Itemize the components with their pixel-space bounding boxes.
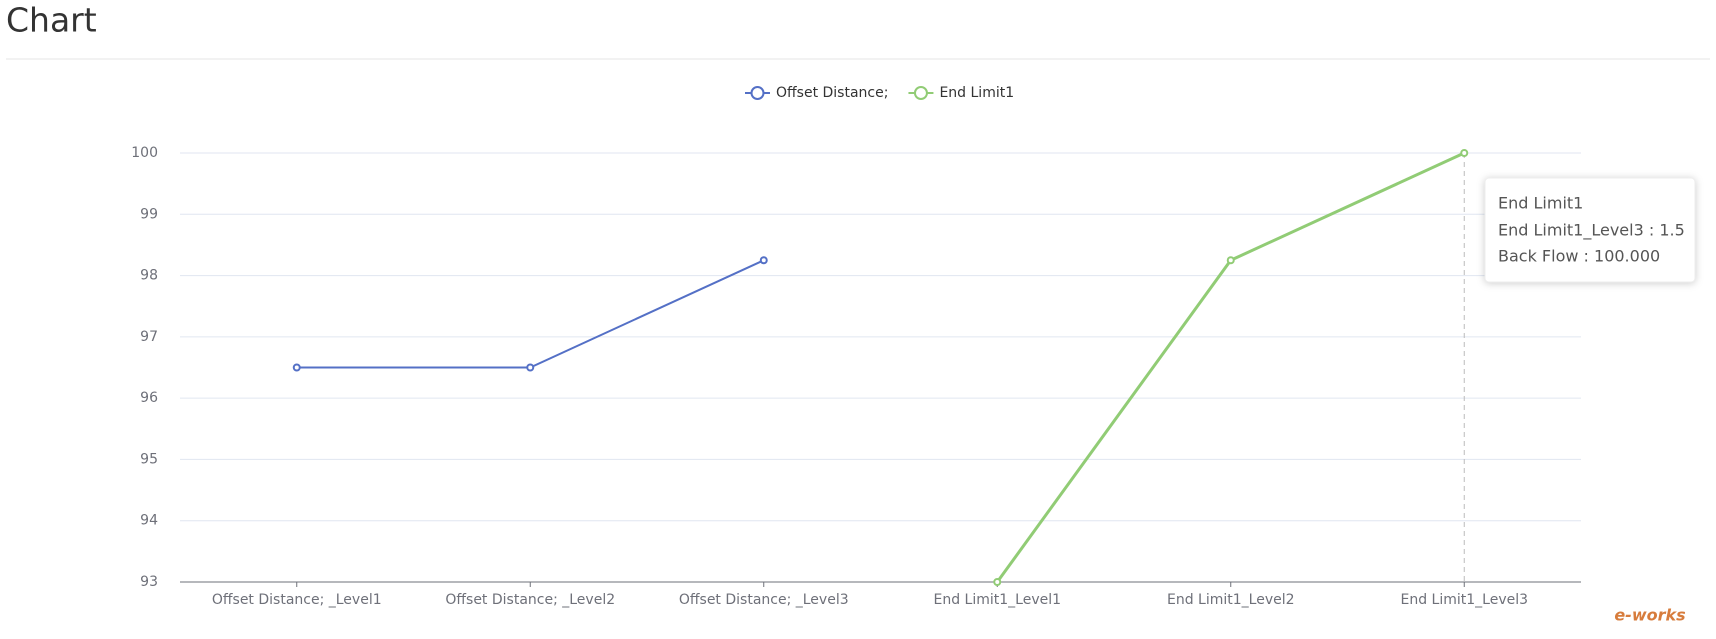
y-tick-label: 93 <box>140 574 158 590</box>
tooltip-title: End Limit1 <box>1498 194 1583 213</box>
point <box>759 256 768 265</box>
y-tick-label: 97 <box>140 329 158 345</box>
point <box>1226 256 1235 265</box>
legend-marker <box>913 86 928 100</box>
tooltip-line: Back Flow : 100.000 <box>1498 247 1660 266</box>
x-tick-label: End Limit1_Level1 <box>933 592 1061 608</box>
x-tick-label: Offset Distance; _Level1 <box>212 592 382 608</box>
y-tick-label: 94 <box>140 513 158 529</box>
series-line <box>996 151 1465 583</box>
point <box>292 363 301 372</box>
x-tick-label: Offset Distance; _Level3 <box>679 592 849 608</box>
legend: Offset Distance; End Limit1 <box>745 85 1014 101</box>
x-tick-label: End Limit1_Level3 <box>1400 592 1528 608</box>
tooltip-line: End Limit1_Level3 : 1.5 <box>1498 221 1685 241</box>
y-tick-label: 96 <box>140 390 158 406</box>
x-tick-label: End Limit1_Level2 <box>1167 592 1295 608</box>
x-tick-label: Offset Distance; _Level2 <box>445 592 615 608</box>
y-tick-label: 100 <box>131 145 158 161</box>
point <box>1460 149 1469 157</box>
chart-title: Chart <box>6 1 97 40</box>
series-line <box>296 259 765 369</box>
tooltip: End Limit1 End Limit1_Level3 : 1.5 Back Fl… <box>1484 177 1696 283</box>
y-tick-label: 95 <box>140 451 158 467</box>
legend-label: Offset Distance; <box>776 85 888 101</box>
legend-marker <box>750 86 765 100</box>
tooltip-box <box>1484 177 1696 283</box>
y-tick-label: 99 <box>140 206 158 222</box>
point <box>526 363 535 372</box>
legend-label: End Limit1 <box>939 85 1014 101</box>
watermark: e-works <box>1614 606 1685 625</box>
y-tick-label: 98 <box>140 268 158 284</box>
point <box>993 578 1002 586</box>
